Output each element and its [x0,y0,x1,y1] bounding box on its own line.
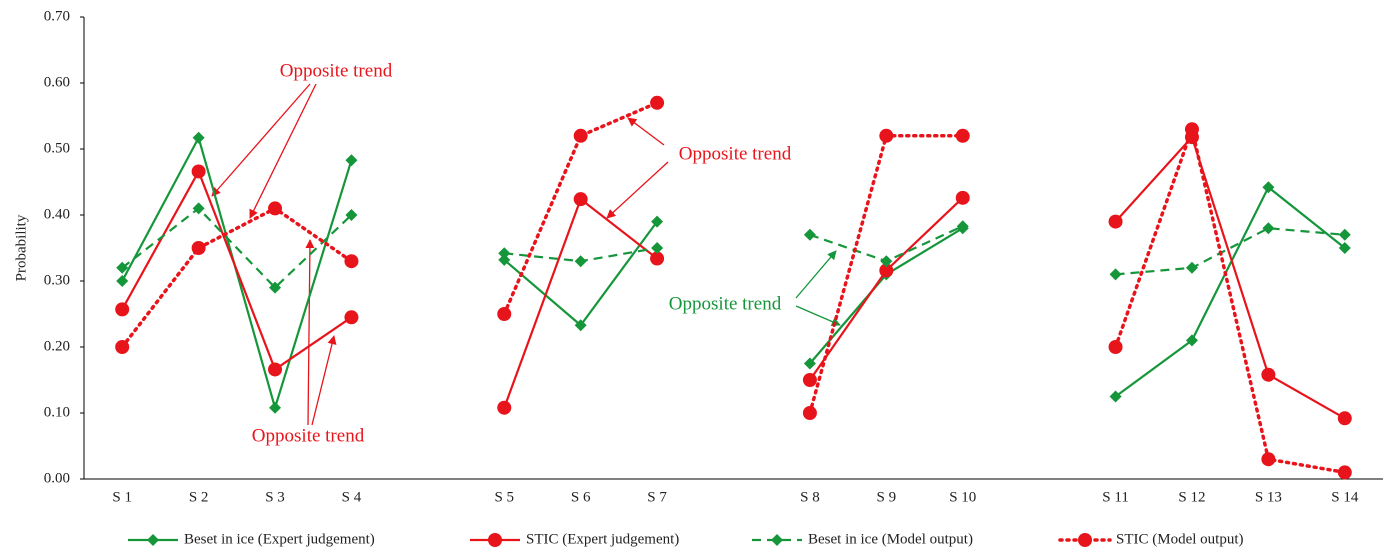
marker [345,154,358,167]
x-tick-label: S 6 [571,489,591,505]
series [116,202,1351,294]
legend-marker [771,534,783,546]
x-tick-label: S 4 [342,489,362,505]
marker [1185,334,1198,347]
x-tick-label: S 2 [189,489,209,505]
y-tick-label: 0.30 [44,272,70,288]
marker [1262,181,1275,194]
x-tick-label: S 7 [647,489,667,505]
y-tick-label: 0.10 [44,404,70,420]
marker [1184,122,1199,137]
x-tick-label: S 5 [494,489,514,505]
series [115,130,1352,426]
marker [803,357,816,370]
legend-marker [147,534,159,546]
x-tick-label: S 10 [949,489,976,505]
marker [803,228,816,241]
legend-label: STIC (Expert judgement) [526,531,679,547]
marker [1337,465,1352,480]
marker [650,95,665,110]
y-tick-label: 0.20 [44,338,70,354]
marker [574,255,587,268]
marker [191,164,206,179]
series [115,95,1352,480]
x-tick-label: S 14 [1331,489,1359,505]
marker [955,190,970,205]
marker [574,319,587,332]
marker [344,310,359,325]
series [116,131,1351,414]
y-tick-label: 0.40 [44,206,70,222]
x-tick-label: S 3 [265,489,285,505]
marker [497,307,512,321]
marker [879,263,894,278]
marker [192,131,205,144]
y-axis-label: Probability [13,214,29,281]
marker [651,215,664,228]
legend-label: Beset in ice (Expert judgement) [184,531,375,547]
marker [651,242,664,254]
annotation: Opposite trend [669,293,782,314]
x-tick-label: S 1 [112,489,132,505]
y-tick-label: 0.50 [44,140,70,156]
marker [268,362,283,377]
marker [1338,228,1351,241]
marker [1261,367,1276,382]
series-line [121,134,1346,420]
marker [1108,340,1123,354]
legend-marker [488,533,502,547]
series-line [121,134,1346,412]
series-line [120,101,1347,475]
marker [880,255,893,268]
marker [115,302,130,317]
marker [498,247,511,260]
marker [955,128,970,143]
y-tick-label: 0.00 [44,470,70,486]
y-tick-label: 0.70 [44,8,70,24]
legend-label: Beset in ice (Model output) [808,531,973,547]
marker [1262,222,1275,235]
marker [269,401,282,414]
marker [344,254,359,269]
marker [116,275,129,287]
marker [115,340,130,354]
marker [802,406,817,420]
marker [573,128,588,143]
annotation: Opposite trend [252,425,365,446]
marker [192,202,205,215]
marker [956,220,969,233]
marker [1261,452,1276,467]
annotation: Opposite trend [280,60,393,81]
annotation: Opposite trend [679,143,792,164]
legend-label: STIC (Model output) [1116,531,1244,547]
marker [191,241,206,255]
annotation-arrows [211,83,669,426]
marker [650,251,665,266]
legend-marker [1078,533,1092,547]
x-tick-label: S 8 [800,489,820,505]
y-tick-label: 0.60 [44,74,70,90]
x-tick-label: S 12 [1178,489,1205,505]
marker [345,209,358,221]
marker [497,400,512,415]
marker [1185,261,1198,274]
marker [269,281,282,294]
marker [573,192,588,207]
marker [1109,268,1122,281]
x-tick-label: S 9 [877,489,897,505]
x-tick-label: S 11 [1102,489,1129,505]
marker [268,201,283,216]
marker [1338,242,1351,254]
marker [1109,390,1122,403]
marker [116,261,129,274]
marker [498,253,511,266]
marker [1108,214,1123,229]
marker [1337,411,1352,426]
annotation-arrows-green [795,250,841,326]
marker [879,128,894,143]
x-tick-label: S 13 [1255,489,1282,505]
marker [802,373,817,387]
